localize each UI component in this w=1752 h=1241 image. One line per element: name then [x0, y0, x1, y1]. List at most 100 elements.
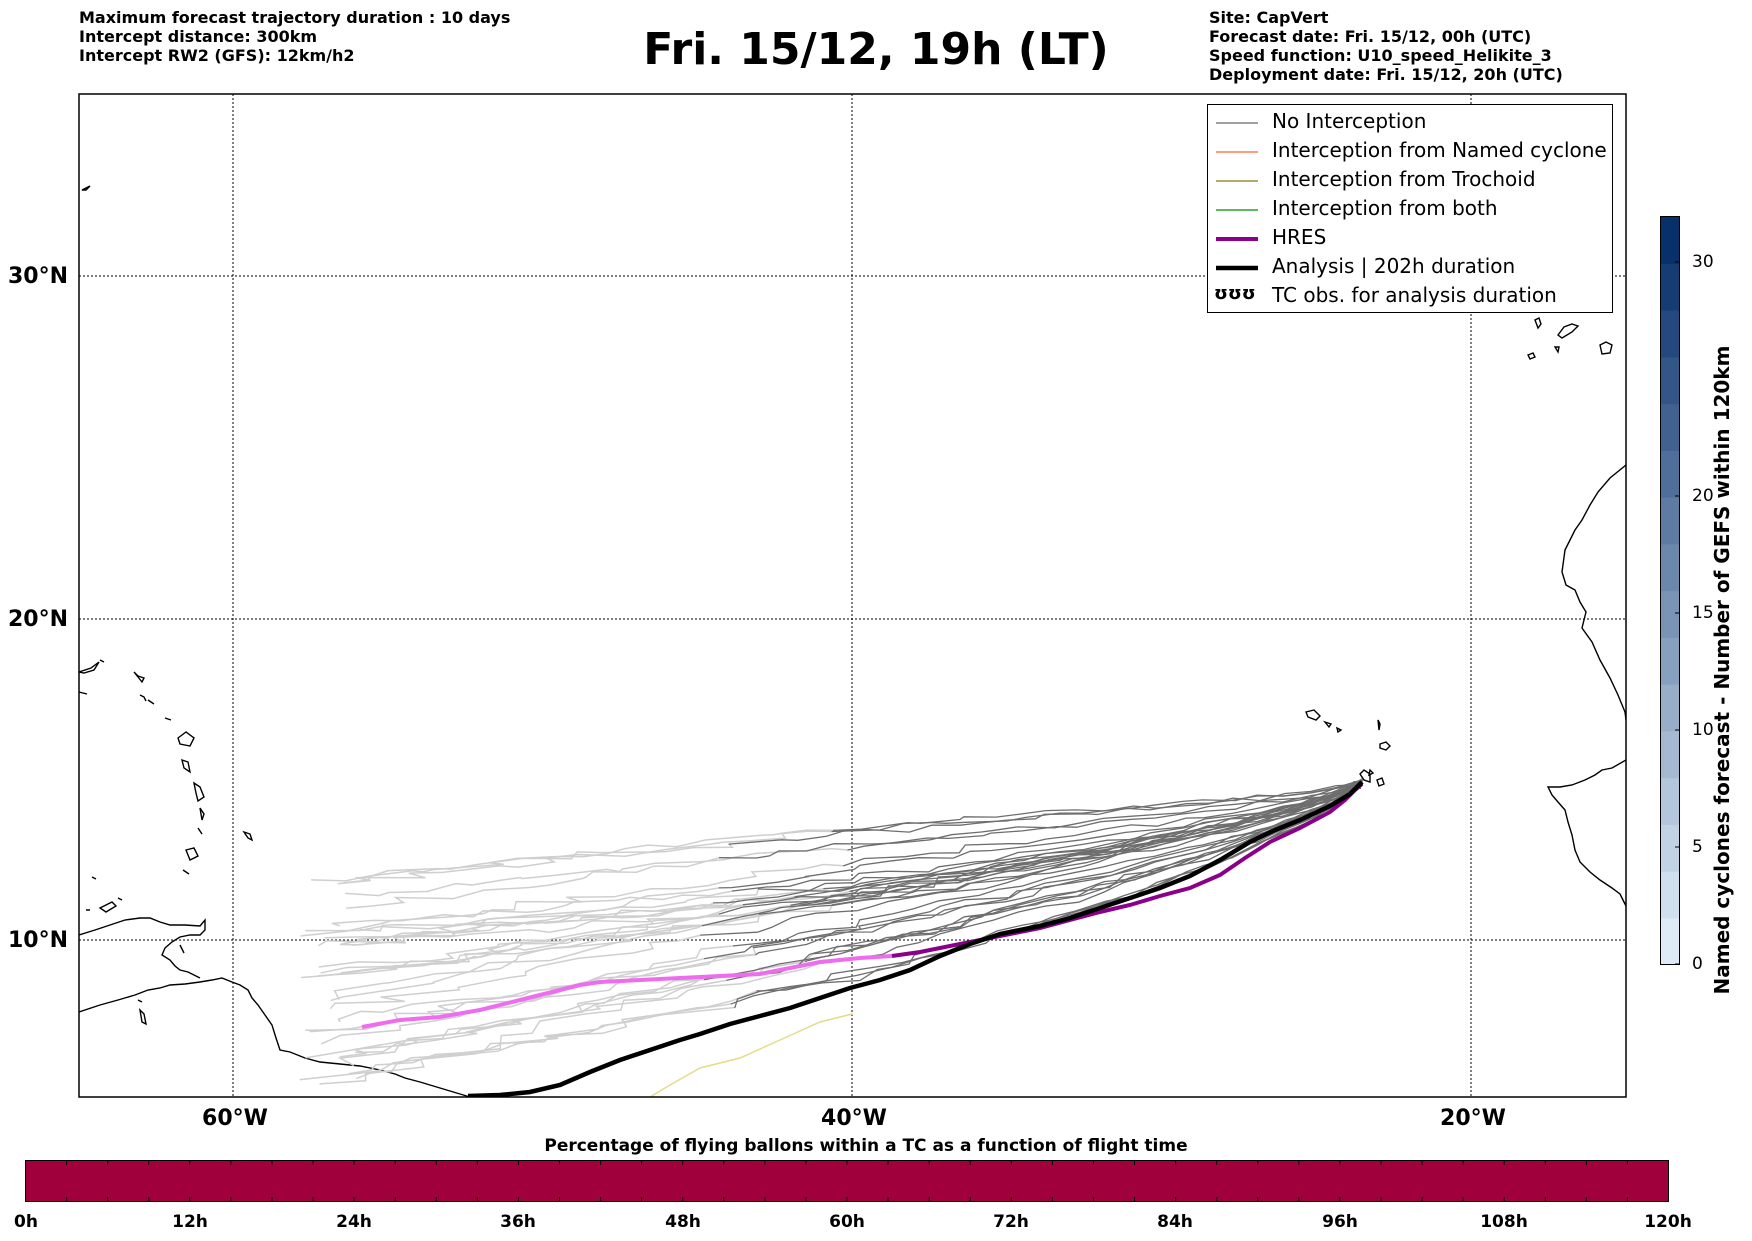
flight-time-bar: [25, 1160, 1669, 1202]
ensemble-trajectory-late: [331, 890, 734, 927]
colorbar-step: [1660, 310, 1680, 358]
legend-label: Interception from Trochoid: [1272, 167, 1536, 191]
ensemble-trajectory-early: [755, 778, 1363, 956]
ensemble-trajectory-late: [337, 843, 735, 885]
legend-label: HRES: [1272, 225, 1327, 249]
legend-swatch-hres: [1216, 237, 1258, 241]
south-america-coast: [79, 977, 471, 1097]
map-legend: No Interception Interception from Named …: [1207, 104, 1613, 313]
colorbar-frame: [1660, 216, 1680, 965]
colorbar-tick-20: 20: [1692, 486, 1714, 506]
colorbar-step: [1660, 590, 1680, 638]
colorbar-step: [1660, 777, 1680, 825]
azores-island: [81, 185, 91, 191]
header-left: Maximum forecast trajectory duration : 1…: [79, 8, 510, 65]
ensemble-trajectory-early: [733, 782, 1363, 947]
ensemble-trajectory-late: [351, 887, 721, 946]
colorbar-tick-0: 0: [1692, 954, 1703, 974]
legend-item-trochoid: Interception from Trochoid: [1208, 165, 1612, 194]
legend-label: Interception from Named cyclone: [1272, 138, 1607, 162]
legend-swatch-analysis: [1216, 265, 1258, 271]
flight-tick-84h: 84h: [1157, 1212, 1193, 1232]
colorbar-step: [1660, 450, 1680, 498]
ensemble-trajectory-late: [329, 934, 702, 1010]
ensemble-trajectory-late: [305, 903, 745, 932]
colorbar-step: [1660, 216, 1680, 264]
intercept-distance-text: Intercept distance: 300km: [79, 27, 318, 46]
colorbar-tick-marks: [1675, 261, 1680, 965]
flight-tick-72h: 72h: [993, 1212, 1029, 1232]
lat-label-30: 30°N: [8, 264, 69, 289]
flight-tick-36h: 36h: [500, 1212, 536, 1232]
ensemble-trajectory-early: [831, 782, 1363, 906]
flight-tick-12h: 12h: [172, 1212, 208, 1232]
speed-function-text: Speed function: U10_speed_Helikite_3: [1209, 46, 1552, 65]
legend-swatch-named-cyclone: [1216, 151, 1258, 153]
colorbar-step: [1660, 356, 1680, 405]
west-africa-coast: [1546, 464, 1626, 907]
coastlines: [79, 185, 1626, 1097]
trinidad-venezuela-coast: [79, 917, 206, 979]
legend-item-hres: HRES: [1208, 223, 1612, 252]
flight-tick-108h: 108h: [1480, 1212, 1528, 1232]
ensemble-trajectory-early: [757, 781, 1363, 892]
max-duration-text: Maximum forecast trajectory duration : 1…: [79, 8, 511, 27]
ensemble-trajectory-late: [318, 913, 721, 947]
ensemble-trajectory-late: [343, 829, 835, 884]
intercept-rw2-text: Intercept RW2 (GFS): 12km/h2: [79, 46, 355, 65]
legend-swatch-trochoid: [1216, 180, 1258, 182]
ensemble-trajectory-late: [319, 979, 728, 1085]
legend-item-no-interception: No Interception: [1208, 107, 1612, 136]
ensemble-trajectory-late: [339, 978, 706, 1058]
lesser-antilles: [79, 659, 254, 1026]
ensemble-trajectory-early: [728, 779, 1363, 845]
flight-bar-fill: [25, 1160, 1669, 1202]
colorbar-step: [1660, 637, 1680, 685]
ensemble-trajectory-late: [330, 924, 704, 1002]
header-right: Site: CapVert Forecast date: Fri. 15/12,…: [1209, 8, 1563, 84]
ensemble-trajectory-late: [337, 946, 757, 1023]
lon-label-40: 40°W: [821, 1106, 887, 1131]
hres-trajectory-late: [361, 954, 893, 1029]
colorbar-tick-10: 10: [1692, 720, 1714, 740]
legend-label: Analysis | 202h duration: [1272, 254, 1516, 278]
ensemble-trajectory-late: [324, 887, 825, 939]
graticule: [79, 94, 1626, 1097]
lon-label-20: 20°W: [1440, 1106, 1506, 1131]
legend-item-tc-obs: ʊʊʊ TC obs. for analysis duration: [1208, 281, 1612, 310]
ensemble-trajectory-early: [849, 782, 1363, 893]
analysis-trajectory: [467, 780, 1364, 1097]
ensemble-trajectory-early: [726, 783, 1363, 981]
colorbar-step: [1660, 730, 1680, 779]
site-text: Site: CapVert: [1209, 8, 1329, 27]
colorbar-step: [1660, 543, 1680, 592]
ensemble-trajectory-late: [310, 830, 833, 882]
legend-item-both: Interception from both: [1208, 194, 1612, 223]
lon-label-60: 60°W: [202, 1106, 268, 1131]
flight-tick-0h: 0h: [14, 1212, 38, 1232]
legend-label: No Interception: [1272, 109, 1427, 133]
flight-tick-48h: 48h: [665, 1212, 701, 1232]
colorbar-step: [1660, 871, 1680, 919]
colorbar-step: [1660, 684, 1680, 732]
canary-islands: [1527, 317, 1613, 360]
ensemble-trajectory-late: [355, 962, 820, 1054]
tc-symbol-icon: ʊʊʊ: [1214, 283, 1256, 304]
legend-swatch-both: [1216, 209, 1258, 211]
ensemble-trajectory-highlight: [649, 1013, 853, 1097]
lat-label-10: 10°N: [8, 928, 69, 953]
legend-label: Interception from both: [1272, 196, 1498, 220]
ensemble-trajectory-early: [730, 779, 1363, 1005]
legend-item-analysis: Analysis | 202h duration: [1208, 252, 1612, 281]
legend-label: TC obs. for analysis duration: [1272, 283, 1557, 307]
flight-tick-60h: 60h: [829, 1212, 865, 1232]
lat-label-20: 20°N: [8, 607, 69, 632]
ensemble-trajectory-early: [847, 781, 1363, 851]
forecast-date-text: Forecast date: Fri. 15/12, 00h (UTC): [1209, 27, 1532, 46]
ensemble-trajectory-early: [843, 781, 1363, 867]
legend-item-named-cyclone: Interception from Named cyclone: [1208, 136, 1612, 165]
flight-tick-120h: 120h: [1644, 1212, 1692, 1232]
colorbar-tick-15: 15: [1692, 603, 1714, 623]
flight-bar-minor-ticks: [66, 1160, 1628, 1202]
ensemble-trajectory-early: [731, 778, 1363, 892]
